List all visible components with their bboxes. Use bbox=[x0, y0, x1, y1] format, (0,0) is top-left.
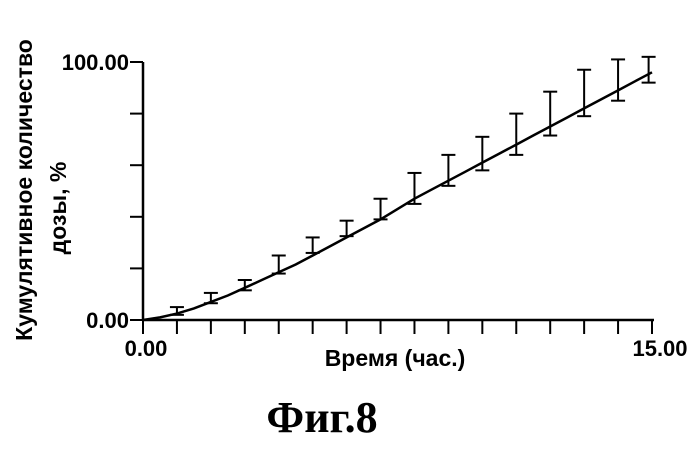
x-axis-ticks bbox=[142, 320, 653, 334]
error-bar bbox=[611, 58, 626, 102]
error-bar bbox=[203, 291, 218, 305]
y-tick-label-min: 0.00 bbox=[86, 308, 129, 333]
y-axis-title-line1: Кумулятивное количество bbox=[11, 39, 37, 341]
error-bar bbox=[237, 279, 252, 292]
error-bar bbox=[509, 112, 524, 156]
axes bbox=[130, 61, 654, 334]
x-tick-label-min: 0.00 bbox=[125, 336, 168, 361]
error-bar bbox=[407, 171, 422, 205]
error-bar bbox=[641, 55, 656, 84]
error-bars bbox=[169, 55, 656, 316]
error-bar bbox=[169, 306, 184, 316]
error-bar bbox=[441, 153, 456, 187]
error-bar bbox=[475, 135, 490, 172]
error-bar bbox=[543, 90, 558, 137]
error-bar bbox=[373, 197, 388, 221]
error-bar bbox=[577, 68, 592, 118]
error-bar bbox=[305, 236, 320, 254]
y-tick-label-max: 100.00 bbox=[62, 50, 129, 75]
y-axis-ticks bbox=[130, 61, 143, 321]
fitted-curve bbox=[142, 71, 653, 322]
x-tick-label-max: 15.00 bbox=[632, 336, 687, 361]
error-bar bbox=[271, 254, 286, 275]
y-axis-title-line2: дозы, % bbox=[45, 162, 71, 255]
error-bar bbox=[339, 219, 354, 238]
figure-caption: Фиг.8 bbox=[266, 393, 377, 442]
x-axis-title: Время (час.) bbox=[325, 345, 466, 371]
